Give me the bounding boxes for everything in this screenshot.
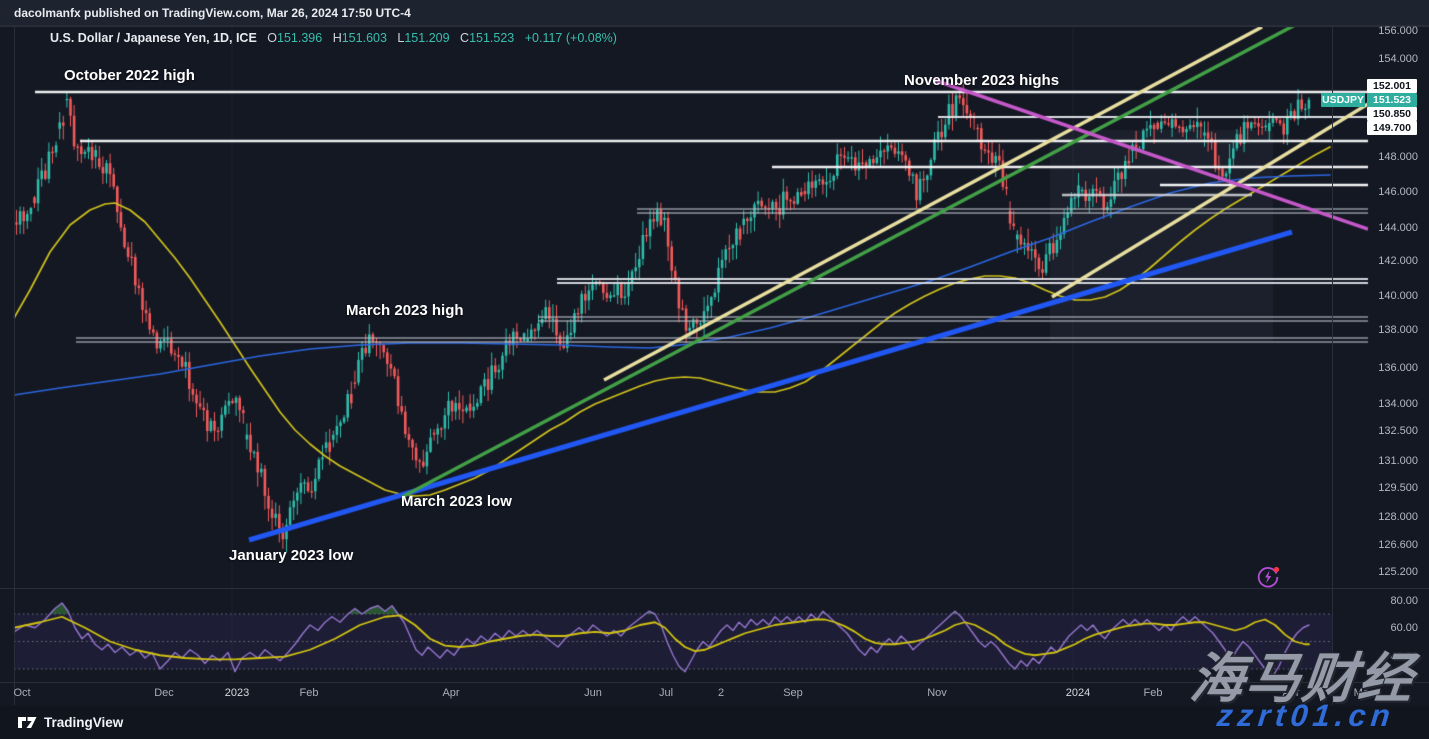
time-axis-label-jun: Jun xyxy=(584,687,602,699)
rsi-axis-label: 60.00 xyxy=(1390,622,1418,634)
symbol-legend[interactable]: U.S. Dollar / Japanese Yen, 1D, ICE O151… xyxy=(50,31,617,45)
annotation-october-2022-high: October 2022 high xyxy=(64,67,195,84)
price-axis-label: 144.000 xyxy=(1378,222,1418,234)
open-value: 151.396 xyxy=(277,31,323,45)
time-axis-label-apr: Apr xyxy=(442,687,460,699)
annotation-march-2023-low: March 2023 low xyxy=(401,493,512,510)
price-level-label: 150.850 xyxy=(1367,107,1417,121)
rsi-pane-separator[interactable] xyxy=(0,588,1429,589)
time-axis-label-jul: Jul xyxy=(658,687,674,699)
price-axis-label: 146.000 xyxy=(1378,186,1418,198)
time-axis-label-may: May xyxy=(1353,687,1375,699)
time-axis-label-sep: Sep xyxy=(783,687,803,699)
price-axis-label: 140.000 xyxy=(1378,290,1418,302)
price-axis-label: 131.000 xyxy=(1378,455,1418,467)
price-axis-label: 148.000 xyxy=(1378,151,1418,163)
price-axis-border[interactable] xyxy=(1332,26,1333,705)
symbol-price-tag: USDJPY xyxy=(1321,93,1365,107)
watermark-site-url: zzrt01.cn xyxy=(1215,698,1397,733)
time-axis-label-2023: 2023 xyxy=(224,687,250,699)
close-value: 151.523 xyxy=(469,31,515,45)
price-axis-label: 134.000 xyxy=(1378,398,1418,410)
time-axis-label-oct: Oct xyxy=(13,687,31,699)
time-axis-label-2024: 2024 xyxy=(1065,687,1091,699)
symbol-title[interactable]: U.S. Dollar / Japanese Yen, 1D, ICE xyxy=(50,31,257,45)
price-axis-label: 156.000 xyxy=(1378,25,1418,37)
close-label: C xyxy=(460,31,470,45)
time-axis-label-feb: Feb xyxy=(299,687,319,699)
current-price-label: 151.523 xyxy=(1367,93,1417,107)
high-value: 151.603 xyxy=(341,31,387,45)
high-label: H xyxy=(332,31,342,45)
rsi-axis-label: 80.00 xyxy=(1390,595,1418,607)
time-axis-label-nov: Nov xyxy=(927,687,947,699)
open-label: O xyxy=(267,31,278,45)
time-axis-label-feb: Feb xyxy=(1143,687,1163,699)
tradingview-brand-text[interactable]: TradingView xyxy=(44,715,124,730)
price-axis-label: 142.000 xyxy=(1378,255,1418,267)
price-axis-label: 129.500 xyxy=(1378,482,1418,494)
low-value: 151.209 xyxy=(404,31,450,45)
low-label: L xyxy=(397,31,405,45)
flash-icon[interactable] xyxy=(1254,563,1282,591)
chart-left-border xyxy=(14,26,15,705)
annotation-march-2023-high: March 2023 high xyxy=(346,302,464,319)
price-level-label: 152.001 xyxy=(1367,79,1417,93)
chart-top-border xyxy=(0,26,1429,27)
time-axis-border[interactable] xyxy=(0,682,1429,683)
price-axis-label: 128.000 xyxy=(1378,511,1418,523)
time-axis-label-2: 2 xyxy=(717,687,725,699)
tradingview-logo-icon[interactable] xyxy=(18,715,37,730)
price-axis-label: 132.500 xyxy=(1378,425,1418,437)
price-axis-label: 136.000 xyxy=(1378,362,1418,374)
change-value: +0.117 (+0.08%) xyxy=(524,31,617,45)
annotation-november-2023-highs: November 2023 highs xyxy=(904,72,1060,89)
price-axis-label: 154.000 xyxy=(1378,53,1418,65)
price-axis-label: 126.600 xyxy=(1378,539,1418,551)
rsi-axis-label: 40.00 xyxy=(1390,651,1418,663)
publish-info-text: dacolmanfx published on TradingView.com,… xyxy=(14,5,411,20)
price-axis-label: 138.000 xyxy=(1378,324,1418,336)
tradingview-footer: TradingView xyxy=(0,706,1429,739)
time-axis-label-apr: Apr xyxy=(1282,687,1300,699)
price-axis-label: 125.200 xyxy=(1378,566,1418,578)
publish-info-bar: dacolmanfx published on TradingView.com,… xyxy=(0,0,1429,26)
time-axis-label-dec: Dec xyxy=(154,687,174,699)
annotation-january-2023-low: January 2023 low xyxy=(229,547,354,564)
price-level-label: 149.700 xyxy=(1367,121,1417,135)
